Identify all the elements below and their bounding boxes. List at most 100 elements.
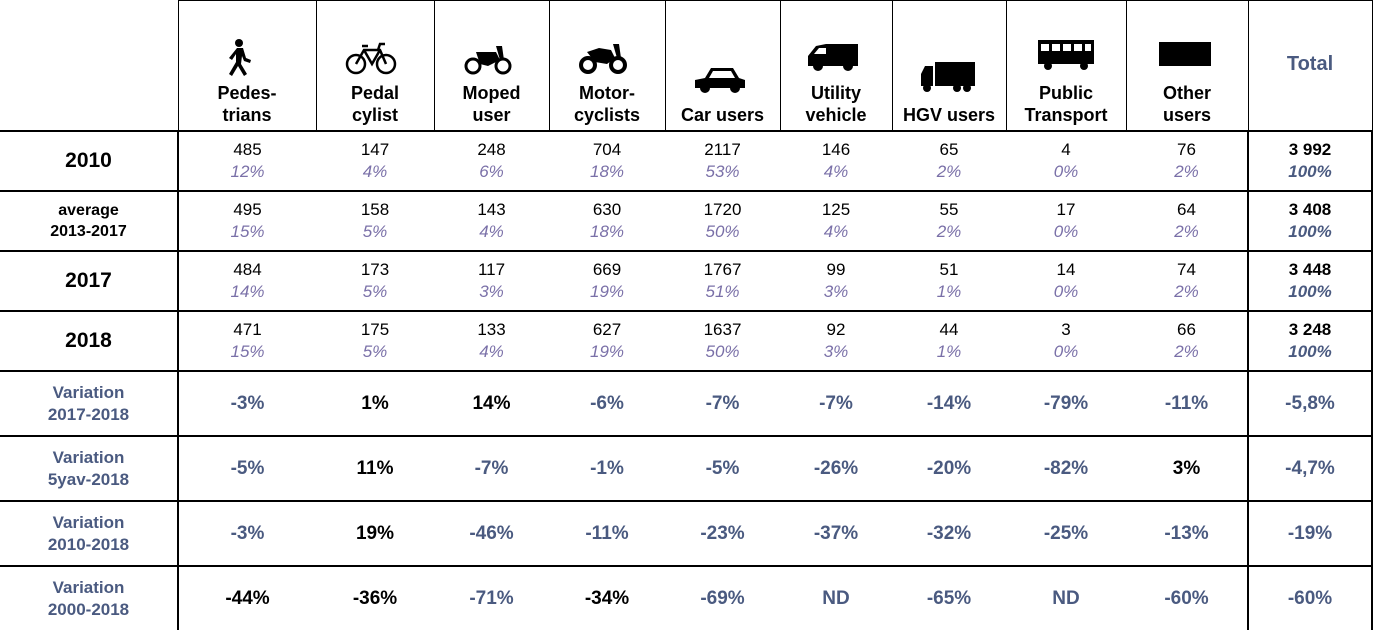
- variation-cell: -11%: [1126, 370, 1248, 436]
- share: 1%: [936, 342, 962, 361]
- count: 92: [826, 320, 846, 339]
- count: 485: [233, 140, 262, 159]
- variation-value: -3%: [230, 392, 265, 414]
- share: 2%: [1174, 162, 1199, 181]
- share: 53%: [705, 162, 740, 181]
- data-cell: 173 5%: [316, 250, 434, 311]
- count: 630: [592, 200, 622, 219]
- column-label: Pedal cylist: [350, 83, 400, 125]
- variation-value: -79%: [1043, 392, 1089, 414]
- total-count: 3 248: [1288, 320, 1332, 339]
- vehicle-icon: [229, 39, 251, 76]
- share: 4%: [823, 162, 849, 181]
- row-label: average 2013-2017: [0, 190, 179, 251]
- data-row: 2017 484 14% 173 5% 117 3% 669 19% 1767 51% 99 3% 51 1…: [0, 250, 1373, 311]
- share: 2%: [1174, 282, 1199, 301]
- data-cell: 76 2%: [1126, 130, 1248, 191]
- count: 1720: [703, 200, 742, 219]
- total-cell: -5,8%: [1247, 370, 1373, 436]
- variation-cell: -11%: [549, 500, 665, 566]
- column-header: Motor- cyclists: [548, 0, 665, 131]
- total-share: 100%: [1288, 222, 1332, 241]
- count: 17: [1056, 200, 1076, 219]
- variation-cell: -3%: [178, 500, 316, 566]
- data-cell: 92 3%: [780, 310, 892, 371]
- share: 5%: [362, 342, 388, 361]
- share: 2%: [936, 162, 962, 181]
- data-cell: 66 2%: [1126, 310, 1248, 371]
- variation-value: 3%: [1172, 457, 1201, 479]
- column-header: Utility vehicle: [779, 0, 892, 131]
- variation-total: -5,8%: [1285, 392, 1335, 414]
- share: 3%: [823, 342, 849, 361]
- count: 143: [477, 200, 506, 219]
- vehicle-icon: [464, 46, 511, 75]
- data-row: average 2013-2017 495 15% 158 5% 143 4% 630 18% 1…: [0, 190, 1373, 251]
- corner-cell: [0, 1, 178, 132]
- data-cell: 74 2%: [1126, 250, 1248, 311]
- variation-value: 11%: [356, 457, 394, 479]
- share: 51%: [705, 282, 740, 301]
- variation-value: 19%: [355, 522, 395, 544]
- count: 133: [477, 320, 506, 339]
- share: 4%: [362, 162, 388, 181]
- share: 4%: [823, 222, 849, 241]
- variation-cell: -5%: [665, 435, 780, 501]
- share: 2%: [936, 222, 962, 241]
- variation-value: -32%: [926, 522, 972, 544]
- variation-value: -11%: [585, 522, 629, 544]
- count: 158: [360, 200, 390, 219]
- variation-cell: -5%: [178, 435, 316, 501]
- count: 1767: [703, 260, 742, 279]
- variation-value: -82%: [1043, 457, 1089, 479]
- variation-value: -34%: [584, 587, 630, 609]
- share: 1%: [936, 282, 962, 301]
- count: 55: [939, 200, 959, 219]
- variation-value: ND: [822, 587, 850, 609]
- total-cell: -60%: [1247, 565, 1373, 630]
- total-cell: 3 248 100%: [1247, 310, 1373, 371]
- count: 146: [821, 140, 851, 159]
- column-label: Moped user: [462, 83, 521, 125]
- variation-value: -7%: [819, 392, 853, 414]
- count: 74: [1177, 260, 1196, 279]
- data-cell: 65 2%: [892, 130, 1006, 191]
- variation-value: ND: [1052, 587, 1080, 609]
- count: 66: [1177, 320, 1196, 339]
- data-cell: 55 2%: [892, 190, 1006, 251]
- header-row: Pedes- trians Pedal cylist Moped user Motor…: [0, 0, 1373, 132]
- variation-cell: -69%: [665, 565, 780, 630]
- count: 495: [233, 200, 262, 219]
- column-header: Pedes- trians: [177, 0, 316, 131]
- variation-value: -65%: [926, 587, 972, 609]
- variation-value: -46%: [469, 522, 514, 544]
- variation-cell: -37%: [780, 500, 892, 566]
- share: 50%: [705, 222, 740, 241]
- variation-cell: -23%: [665, 500, 780, 566]
- total-cell: -4,7%: [1247, 435, 1373, 501]
- variation-value: -60%: [1164, 587, 1209, 609]
- total-header: Total: [1247, 0, 1373, 131]
- row-label: Variation 5yav-2018: [0, 435, 179, 501]
- row-label: Variation 2000-2018: [0, 565, 179, 630]
- variation-cell: -1%: [549, 435, 665, 501]
- variation-value: -26%: [813, 457, 859, 479]
- data-cell: 1767 51%: [665, 250, 780, 311]
- variation-total: -19%: [1287, 522, 1333, 544]
- variation-total: -60%: [1287, 587, 1333, 609]
- vehicle-icon: [1038, 40, 1094, 70]
- column-header: Public Transport: [1005, 0, 1126, 131]
- variation-value: 1%: [361, 392, 389, 414]
- share: 4%: [479, 222, 504, 241]
- share: 4%: [479, 342, 504, 361]
- count: 248: [477, 140, 506, 159]
- total-count: 3 408: [1288, 200, 1332, 219]
- variation-cell: 14%: [434, 370, 549, 436]
- total-cell: -19%: [1247, 500, 1373, 566]
- column-header: HGV users: [891, 0, 1006, 131]
- count: 484: [233, 260, 262, 279]
- data-cell: 3 0%: [1006, 310, 1126, 371]
- variation-value: -14%: [926, 392, 972, 414]
